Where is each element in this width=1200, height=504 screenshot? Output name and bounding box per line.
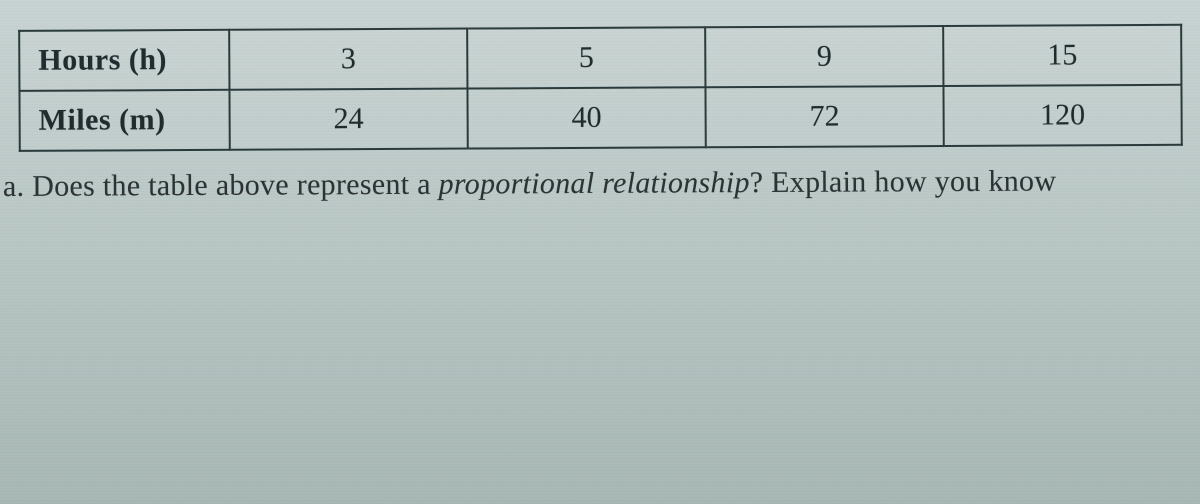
question-text: a. Does the table above represent a prop… — [3, 164, 1200, 204]
cell-miles-2: 40 — [467, 87, 705, 148]
cell-hours-3: 9 — [705, 26, 943, 87]
table-row: Hours (h) 3 5 9 15 — [19, 25, 1181, 91]
cell-miles-1: 24 — [229, 89, 467, 150]
table-row: Miles (m) 24 40 72 120 — [19, 85, 1181, 151]
cell-hours-2: 5 — [467, 27, 705, 88]
cell-miles-4: 120 — [943, 85, 1181, 146]
data-table: Hours (h) 3 5 9 15 Miles (m) 24 40 72 12… — [18, 24, 1183, 152]
worksheet-page: Hours (h) 3 5 9 15 Miles (m) 24 40 72 12… — [0, 0, 1200, 204]
cell-hours-4: 15 — [943, 25, 1181, 86]
question-italic-term: proportional relationship — [438, 166, 749, 201]
row-label-hours: Hours (h) — [19, 30, 229, 91]
question-suffix: ? Explain how you know — [750, 164, 1057, 199]
cell-miles-3: 72 — [705, 86, 943, 147]
row-label-miles: Miles (m) — [19, 90, 229, 151]
question-prefix: a. Does the table above represent a — [3, 168, 439, 203]
cell-hours-1: 3 — [229, 29, 467, 90]
